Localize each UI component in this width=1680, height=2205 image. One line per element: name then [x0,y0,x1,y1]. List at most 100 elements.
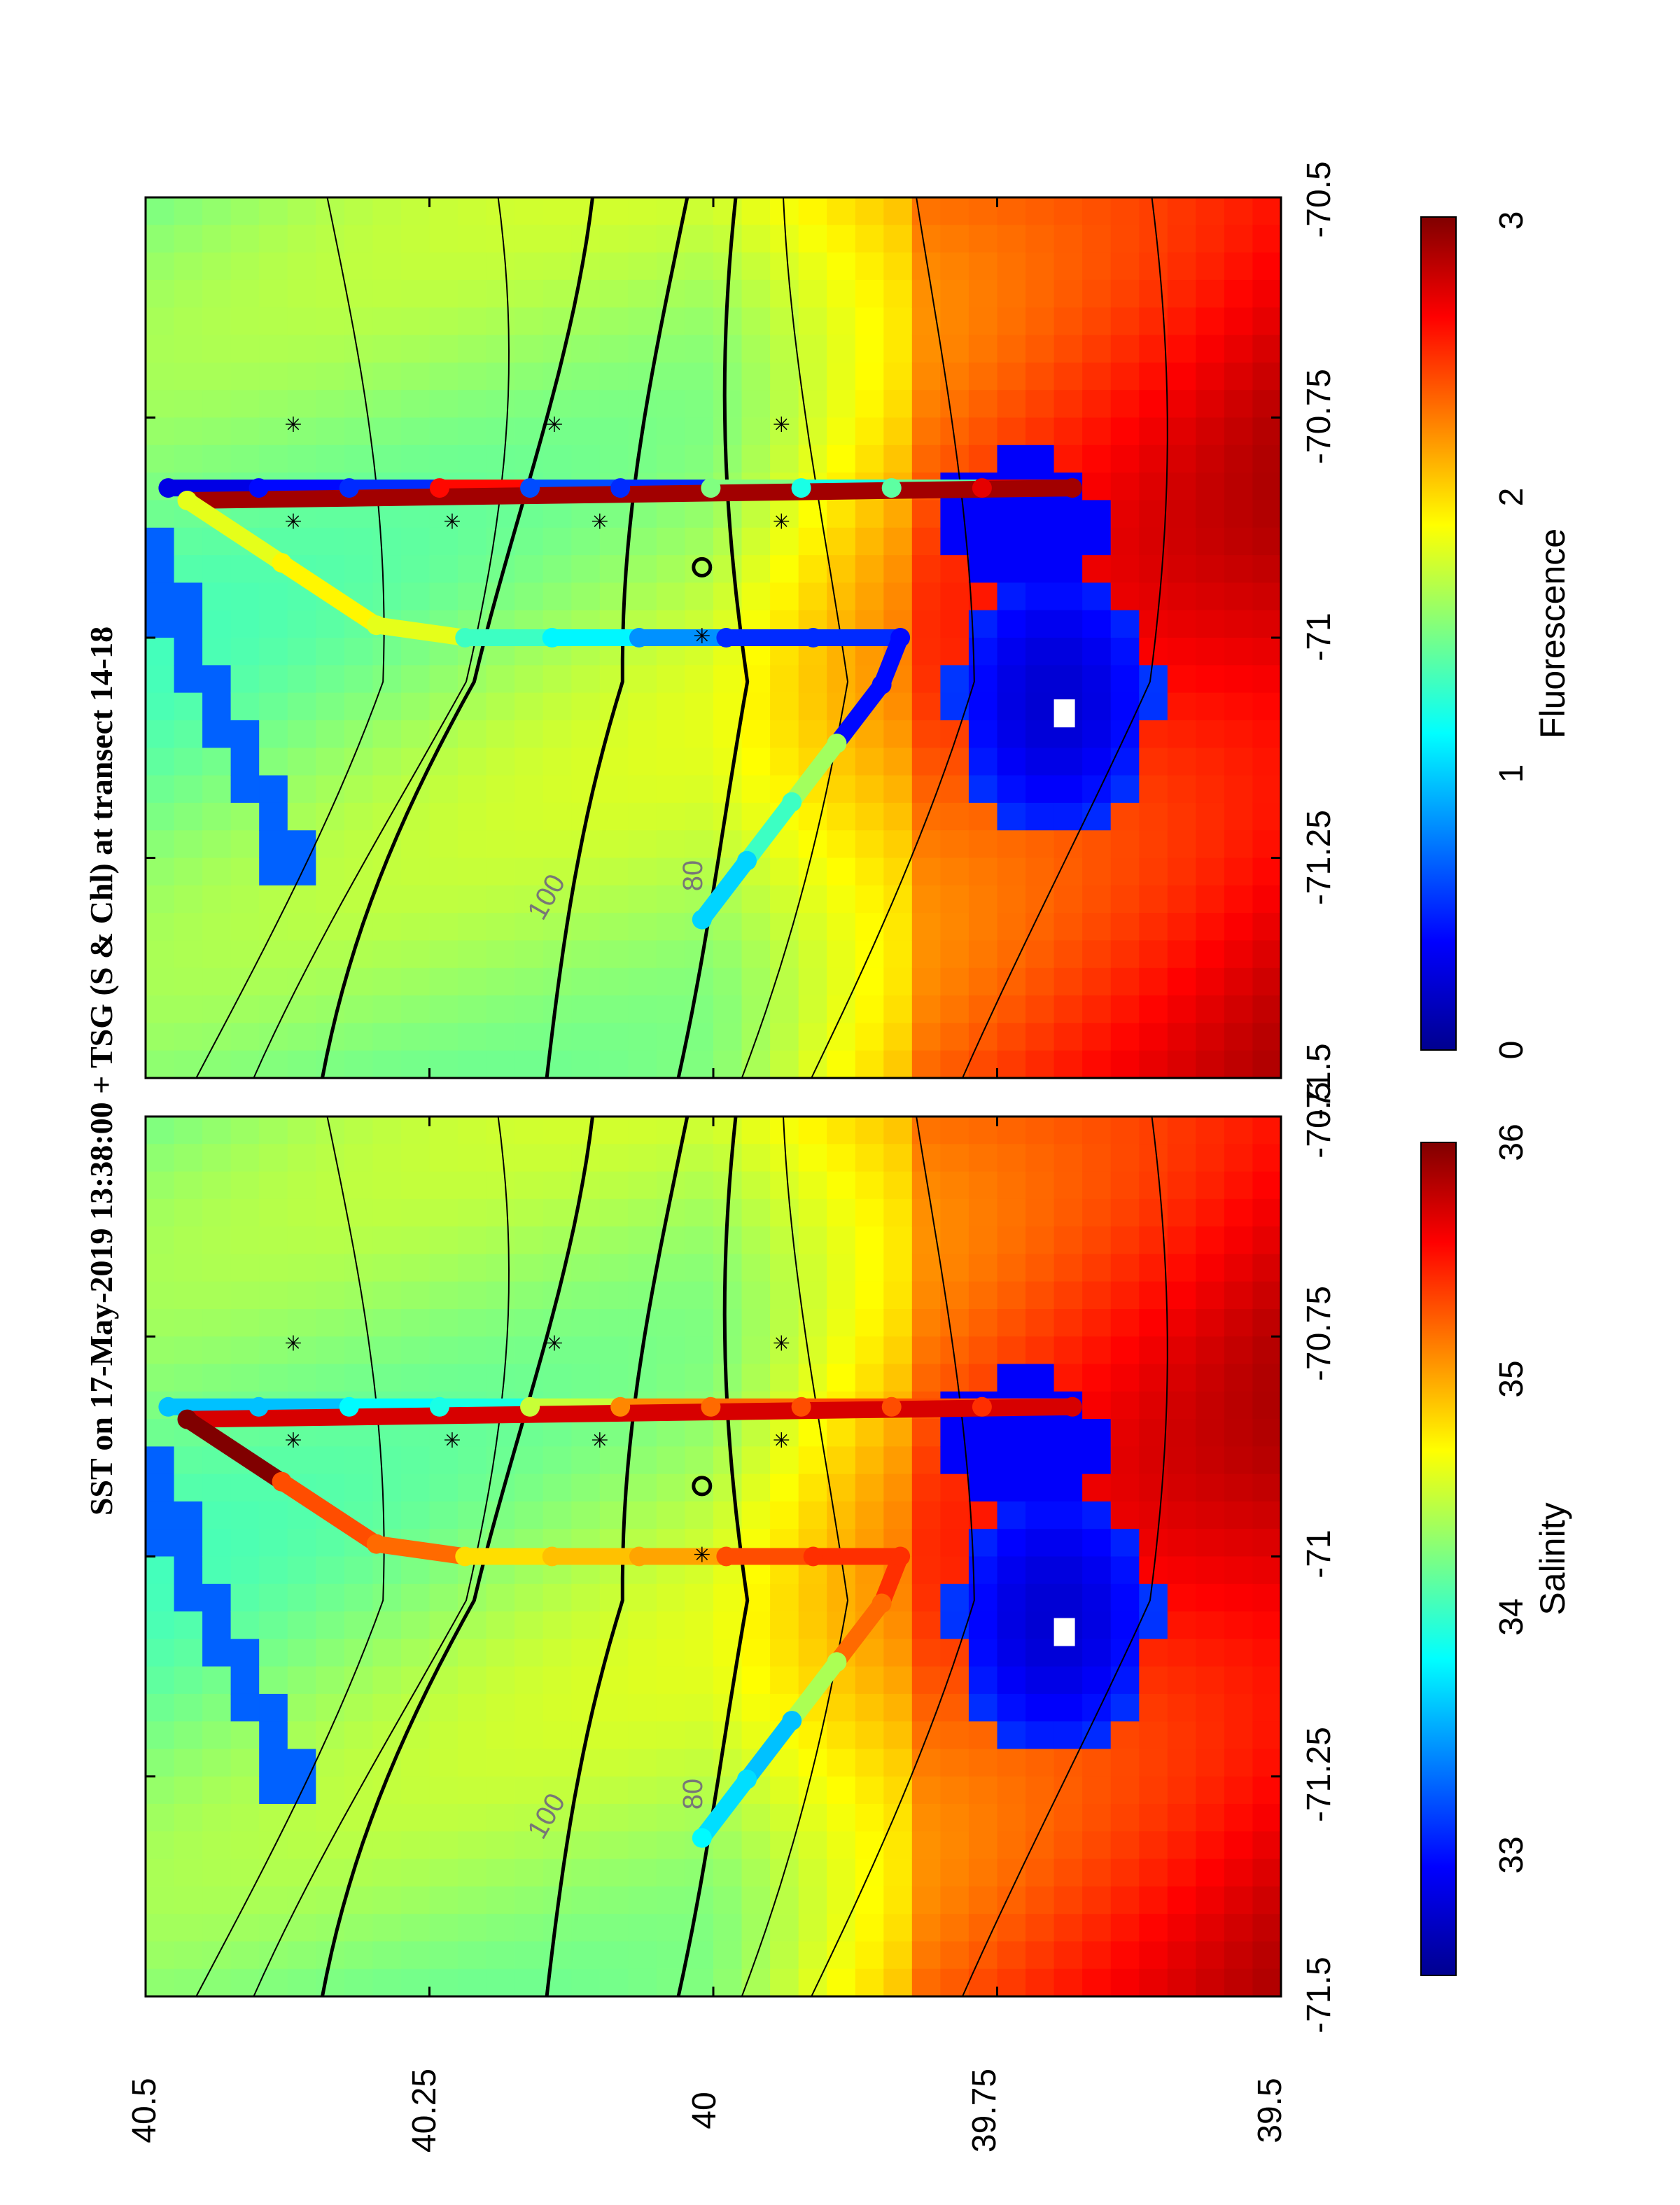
sst-cell [1054,1914,1083,1942]
sst-cell [202,1968,232,1997]
sst-cell [230,279,260,308]
sst-cell [316,1336,345,1365]
sst-cell [599,527,629,556]
sst-cell [1196,1968,1225,1997]
sst-cell [542,1501,572,1530]
sst-cell [855,390,884,419]
sst-cell [827,1144,856,1172]
sst-cell [458,390,487,419]
sst-cell [656,940,685,969]
sst-cell [968,225,997,253]
sst-cell [230,555,260,583]
sst-cell [883,1693,913,1722]
sst-cell [770,967,799,996]
sst-cell [372,362,402,391]
sst-cell [514,1941,544,1970]
sst-cell [230,1831,260,1860]
sst-cell [827,830,856,859]
sst-cell [685,307,714,336]
sst-cell [656,1446,685,1475]
sst-cell [429,1611,458,1639]
sst-cell [798,527,827,556]
sst-cell [656,1693,685,1722]
sst-cell [514,1050,544,1079]
sst-cell [1252,665,1282,694]
sst-cell [741,1693,771,1722]
sst-cell [1054,995,1083,1023]
sst-cell [1139,1804,1168,1832]
sst-cell [429,1364,458,1392]
sst-cell [968,1309,997,1337]
sst-cell [486,252,515,281]
sst-cell [968,1749,997,1777]
sst-cell [1196,225,1225,253]
sst-cell [542,1583,572,1612]
sst-cell [458,279,487,308]
track-segment [178,1398,1081,1428]
sst-cell [685,1116,714,1144]
sst-cell [429,1583,458,1612]
sst-cell [628,225,657,253]
sst-cell [1224,940,1253,969]
sst-cell [968,500,997,528]
sst-cell [798,1226,827,1254]
sst-cell [685,1419,714,1447]
sst-cell [1139,720,1168,748]
sst-cell [458,692,487,721]
sst-cell [685,225,714,253]
sst-cell [827,1254,856,1282]
sst-cell [940,1583,969,1612]
sst-cell [372,1023,402,1051]
sst-cell [202,858,232,886]
sst-cell [1196,995,1225,1023]
sst-cell [1110,610,1140,638]
sst-cell [372,1556,402,1585]
sst-cell [230,1693,260,1722]
sst-cell [855,1749,884,1777]
sst-cell [1167,197,1196,225]
sst-cell [344,1583,373,1612]
sst-cell [1026,1419,1055,1447]
sst-cell [514,995,544,1023]
sst-cell [997,1804,1026,1832]
sst-cell [146,1226,175,1254]
sst-cell [542,1804,572,1832]
sst-cell [741,1611,771,1639]
sst-cell [1167,1941,1196,1970]
sst-cell [968,1886,997,1914]
sst-cell [401,1968,430,1997]
sst-cell [940,1254,969,1282]
sst-cell [230,1474,260,1502]
sst-cell [741,1831,771,1860]
sst-cell [458,1776,487,1805]
sst-cell [458,1639,487,1667]
sst-cell [1167,582,1196,611]
sst-cell [1252,1721,1282,1750]
sst-cell [1110,1968,1140,1997]
sst-cell [1167,1529,1196,1558]
sst-cell [1082,913,1112,941]
sst-cell [1026,1666,1055,1695]
sst-cell [911,610,941,638]
sst-cell [628,720,657,748]
sst-cell [1196,335,1225,363]
sst-cell [202,1914,232,1942]
sst-cell [713,1023,743,1051]
sst-cell [1026,665,1055,694]
sst-cell [429,1501,458,1530]
sst-cell [401,1198,430,1227]
sst-cell [372,1639,402,1667]
sst-cell [940,1693,969,1722]
sst-cell [401,1474,430,1502]
sst-cell [827,444,856,473]
sst-cell [287,1804,316,1832]
sst-cell [429,665,458,694]
sst-cell [344,995,373,1023]
sst-cell [997,638,1026,666]
sst-cell [1110,913,1140,941]
sst-cell [997,1309,1026,1337]
sst-cell [458,1858,487,1887]
sst-cell [1139,1914,1168,1942]
sst-cell [940,1171,969,1200]
sst-cell [259,1639,288,1667]
